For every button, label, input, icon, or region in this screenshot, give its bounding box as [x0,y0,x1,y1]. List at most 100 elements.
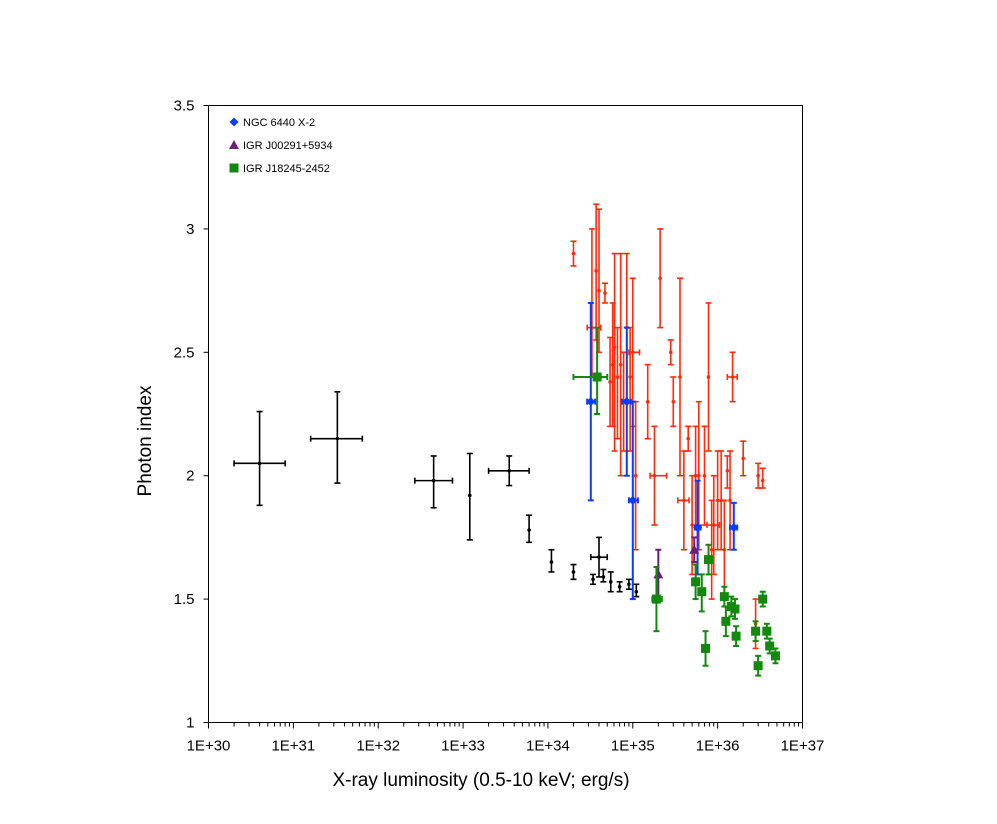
data-point [715,498,720,503]
data-point [751,626,761,636]
data-point [610,362,615,367]
y-tick-label: 3 [186,221,194,238]
data-point [725,468,730,473]
data-point [753,661,763,671]
data-point [671,399,676,404]
data-point [706,375,711,379]
data-point [571,570,576,574]
data-point [730,604,740,614]
data-point [709,547,714,552]
data-point [719,592,729,602]
x-tick-label: 1E+33 [441,738,485,755]
data-point [571,251,576,256]
data-point [719,498,723,503]
data-point [711,523,716,527]
data-point [728,498,732,503]
data-point [467,493,472,498]
data-point [731,631,741,641]
data-point [335,436,340,441]
data-point [693,523,703,533]
legend-marker [229,140,239,149]
data-point [760,478,765,483]
data-point [721,616,731,626]
x-tick-label: 1E+30 [187,738,231,755]
y-tick-label: 2.5 [174,344,195,361]
legend-marker [229,117,239,127]
data-point [618,362,623,367]
data-point [722,547,727,552]
data-point [762,626,772,636]
y-axis-title: Photon index [135,385,156,496]
data-point [756,473,760,478]
data-point [702,473,707,478]
data-point [703,555,713,565]
data-point [697,587,707,597]
data-point [627,582,631,587]
data-point [693,473,698,478]
data-point [257,461,262,466]
data-point [601,575,606,579]
data-point [612,345,617,350]
x-tick-label: 1E+37 [781,738,825,755]
data-point [652,473,657,478]
data-point [507,468,512,473]
data-point [633,473,638,478]
x-tick-label: 1E+32 [356,738,400,755]
data-point [608,380,612,384]
data-point [622,397,632,407]
data-point [592,372,602,382]
data-point [594,269,598,273]
data-point [597,288,601,293]
legend-label: IGR J18245-2452 [243,163,330,175]
legend-label: NGC 6440 X-2 [243,117,315,129]
x-tick-label: 1E+35 [611,738,655,755]
data-point [615,375,620,379]
data-point [701,643,711,653]
data-point [431,478,436,483]
data-point [678,375,682,379]
data-point [658,276,662,281]
plot-area [208,105,803,723]
data-point [608,580,613,584]
y-tick-label: 2 [186,468,194,485]
x-tick-label: 1E+31 [271,738,315,755]
data-point [591,577,595,582]
legend-label: IGR J00291+5934 [243,140,333,152]
data-point [651,594,661,604]
data-point [634,589,639,594]
series-1 [570,203,766,650]
y-tick-label: 1.5 [174,591,195,608]
x-tick-label: 1E+36 [696,738,740,755]
y-tick-label: 3.5 [174,98,195,115]
data-point [741,456,745,461]
data-point [645,399,650,404]
data-point [549,560,554,564]
data-point [597,555,601,559]
data-point [628,495,638,505]
series-4 [572,326,780,677]
data-point [690,523,694,527]
data-point [730,375,735,379]
series-0 [233,390,640,598]
data-point [630,350,635,355]
data-point [765,641,775,651]
data-point [617,584,622,589]
data-point [770,651,780,661]
y-tick-label: 1 [186,715,194,732]
data-point [527,528,531,532]
x-tick-label: 1E+34 [526,738,570,755]
legend-marker [229,163,239,173]
data-point [697,473,701,478]
data-point [682,498,686,503]
data-point [758,594,768,604]
x-axis-title: X-ray luminosity (0.5-10 keV; erg/s) [332,770,629,791]
data-point [628,375,632,379]
data-point [689,544,700,554]
data-point [729,523,739,533]
data-point [691,577,701,587]
series-2 [586,301,739,601]
data-point [686,436,691,441]
data-point [603,291,607,295]
data-point [586,397,596,407]
